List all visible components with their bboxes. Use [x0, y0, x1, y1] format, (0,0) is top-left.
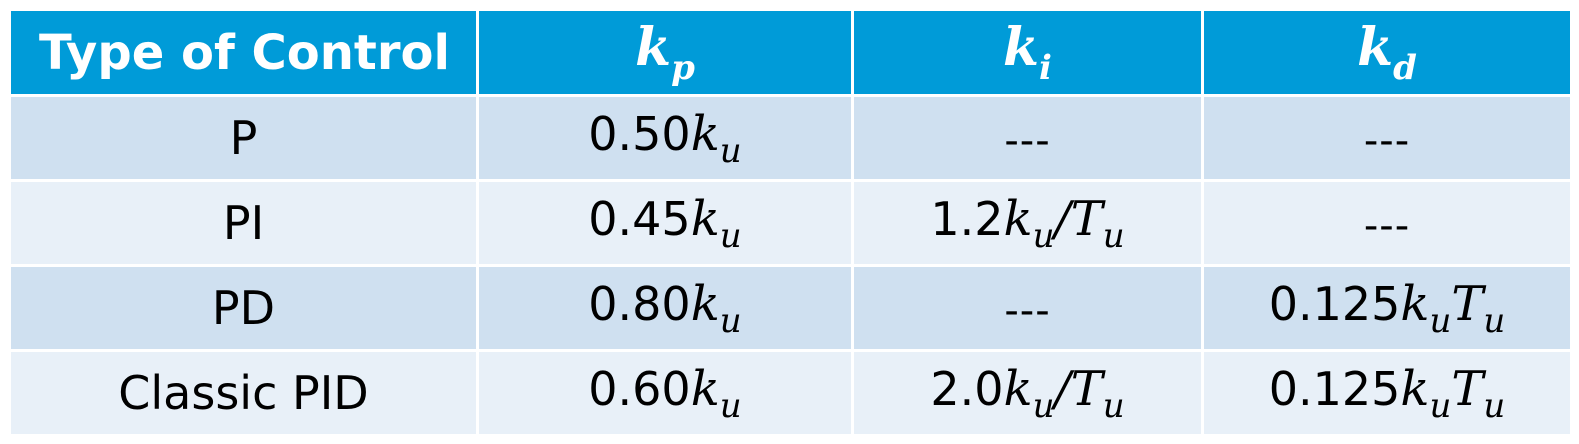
kp-cell: 0.50ku	[476, 94, 854, 182]
header-kp-sub: p	[671, 48, 695, 88]
kd-var1-sub: u	[1429, 300, 1452, 341]
kd-cell: ---	[1201, 179, 1573, 267]
type-cell: Classic PID	[8, 349, 479, 437]
header-kd-sub: d	[1393, 48, 1417, 88]
kd-var2-base: T	[1451, 360, 1484, 417]
kd-coef: 0.125	[1268, 361, 1401, 416]
ki-empty: ---	[1004, 288, 1051, 334]
ziegler-nichols-table: Type of Control kp ki kd P 0.50ku --- --…	[8, 8, 1573, 437]
ki-cell: ---	[851, 94, 1204, 182]
ki-var2-base: T	[1070, 190, 1103, 247]
kp-coef: 0.60	[588, 361, 691, 416]
header-type-of-control: Type of Control	[8, 8, 479, 97]
ki-operator: /	[1054, 360, 1071, 417]
kd-var2: Tu	[1451, 275, 1505, 341]
ki-coef: 2.0	[930, 361, 1004, 416]
kd-cell: 0.125kuTu	[1201, 349, 1573, 437]
type-cell: PD	[8, 264, 479, 352]
kp-cell: 0.45ku	[476, 179, 854, 267]
ki-cell: 1.2ku/Tu	[851, 179, 1204, 267]
kp-cell: 0.80ku	[476, 264, 854, 352]
kd-var1: ku	[1400, 360, 1451, 426]
kp-cell: 0.60ku	[476, 349, 854, 437]
kp-var: ku	[690, 105, 742, 171]
ki-cell: 2.0ku/Tu	[851, 349, 1204, 437]
kp-var-sub: u	[719, 300, 742, 341]
ki-var2-sub: u	[1102, 385, 1125, 426]
ki-var1-base: k	[1003, 360, 1033, 417]
ki-var2-base: T	[1070, 360, 1103, 417]
kp-var-base: k	[690, 275, 720, 332]
ki-operator: /	[1054, 190, 1071, 247]
kd-var1-base: k	[1400, 275, 1430, 332]
ki-var1-sub: u	[1032, 385, 1055, 426]
kd-var2: Tu	[1451, 360, 1505, 426]
kp-var: ku	[690, 190, 742, 256]
ki-coef: 1.2	[930, 191, 1004, 246]
kp-coef: 0.50	[588, 106, 691, 161]
kd-coef: 0.125	[1268, 276, 1401, 331]
header-ki: ki	[851, 8, 1204, 97]
tuning-table-container: Type of Control kp ki kd P 0.50ku --- --…	[8, 8, 1573, 437]
kp-var-sub: u	[719, 385, 742, 426]
kd-var1-base: k	[1400, 360, 1430, 417]
kp-var-base: k	[690, 190, 720, 247]
header-kd: kd	[1201, 8, 1573, 97]
kp-var: ku	[690, 360, 742, 426]
ki-var1: ku	[1003, 360, 1055, 426]
kp-var: ku	[690, 275, 742, 341]
ki-var2: Tu	[1070, 360, 1125, 426]
kd-cell: ---	[1201, 94, 1573, 182]
ki-var1-base: k	[1003, 190, 1033, 247]
kd-var2-sub: u	[1483, 300, 1506, 341]
ki-empty: ---	[1004, 118, 1051, 164]
header-ki-base: k	[1003, 17, 1040, 78]
kp-coef: 0.80	[588, 276, 691, 331]
kp-coef: 0.45	[588, 191, 691, 246]
type-cell: P	[8, 94, 479, 182]
kp-var-sub: u	[719, 215, 742, 256]
header-kp: kp	[476, 8, 854, 97]
kp-var-base: k	[690, 105, 720, 162]
type-cell: PI	[8, 179, 479, 267]
kp-var-sub: u	[719, 130, 742, 171]
kd-cell: 0.125kuTu	[1201, 264, 1573, 352]
ki-cell: ---	[851, 264, 1204, 352]
kd-var2-base: T	[1451, 275, 1484, 332]
ki-var1-sub: u	[1032, 215, 1055, 256]
table-row: PI 0.45ku 1.2ku/Tu ---	[8, 179, 1573, 267]
ki-var2: Tu	[1070, 190, 1125, 256]
table-row: PD 0.80ku --- 0.125kuTu	[8, 264, 1573, 352]
header-ki-sub: i	[1039, 48, 1052, 88]
kd-var1-sub: u	[1429, 385, 1452, 426]
table-row: P 0.50ku --- ---	[8, 94, 1573, 182]
kd-empty: ---	[1363, 203, 1411, 249]
table-row: Classic PID 0.60ku 2.0ku/Tu 0.125kuTu	[8, 349, 1573, 437]
header-kp-base: k	[635, 17, 672, 78]
header-row: Type of Control kp ki kd	[8, 8, 1573, 97]
ki-var1: ku	[1003, 190, 1055, 256]
header-kd-base: k	[1357, 17, 1394, 78]
kd-var1: ku	[1400, 275, 1451, 341]
kp-var-base: k	[690, 360, 720, 417]
kd-var2-sub: u	[1483, 385, 1506, 426]
ki-var2-sub: u	[1102, 215, 1125, 256]
kd-empty: ---	[1363, 118, 1411, 164]
